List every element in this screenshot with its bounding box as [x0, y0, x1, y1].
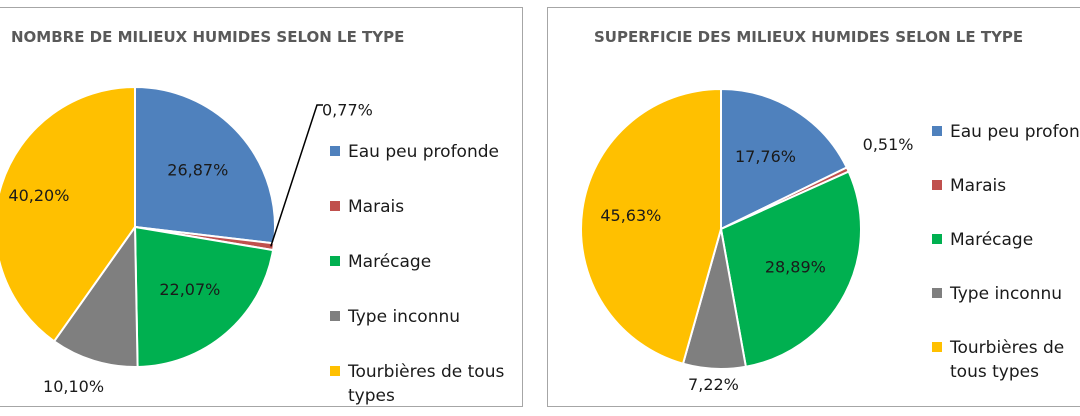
pie-chart-count: 26,87% 0,77% 22,07% 10,10% 40,20% Eau peu pro…: [0, 85, 504, 406]
legend-swatch: [330, 256, 340, 266]
legend-swatch: [330, 146, 340, 156]
legend-label: Tourbières de tous types: [949, 338, 1064, 382]
legend-label: Type inconnu: [949, 284, 1062, 304]
pie-chart-area: 17,76% 0,51% 28,89% 7,22% 45,63% Eau peu prof…: [580, 87, 1080, 394]
legend-label: Type inconnu: [347, 307, 460, 327]
legend-swatch: [932, 126, 942, 136]
legend-label: Marais: [348, 197, 404, 217]
leader-line: [270, 104, 323, 247]
pie-slice-4: [580, 87, 722, 365]
legend-swatch: [330, 201, 340, 211]
data-label: 45,63%: [600, 206, 661, 225]
legend-swatch: [932, 234, 942, 244]
pie-slice-0: [134, 85, 276, 245]
chart-panel-area: SUPERFICIE DES MILIEUX HUMIDES SELON LE …: [547, 7, 1080, 407]
legend-swatch: [932, 288, 942, 298]
data-label: 40,20%: [8, 186, 69, 205]
legend-label: Marécage: [950, 230, 1033, 250]
pie-slice-2: [719, 170, 862, 368]
data-label: 10,10%: [43, 377, 104, 396]
data-label: 0,77%: [322, 101, 373, 120]
legend-swatch: [932, 342, 942, 352]
pie-slice-4: [0, 85, 136, 343]
legend-swatch: [330, 311, 340, 321]
data-label: 0,51%: [863, 135, 914, 154]
legend-swatch: [932, 180, 942, 190]
data-label: 28,89%: [765, 258, 826, 277]
legend-label: Marécage: [348, 252, 431, 272]
pie-slice-0: [720, 87, 849, 231]
data-label: 7,22%: [688, 375, 739, 394]
legend-swatch: [330, 366, 340, 376]
data-label: 22,07%: [159, 280, 220, 299]
pie-slice-3: [52, 223, 139, 368]
legend-label: Eau peu profonde: [950, 122, 1080, 142]
chart-title: NOMBRE DE MILIEUX HUMIDES SELON LE TYPE: [11, 28, 405, 46]
data-label: 17,76%: [735, 147, 796, 166]
legend-label: Tourbières de tous types: [347, 362, 504, 406]
chart-panel-count: NOMBRE DE MILIEUX HUMIDES SELON LE TYPE …: [0, 7, 523, 407]
chart-title: SUPERFICIE DES MILIEUX HUMIDES SELON LE …: [594, 28, 1024, 46]
legend-label: Eau peu profonde: [348, 142, 499, 162]
pie-slice-2: [133, 225, 275, 368]
data-label: 26,87%: [167, 161, 228, 180]
legend-label: Marais: [950, 176, 1006, 196]
